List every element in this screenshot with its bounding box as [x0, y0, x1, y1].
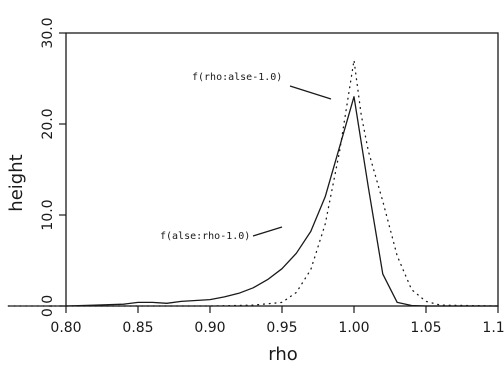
x-tick-label: 1.10 — [482, 320, 504, 336]
series-1-line — [7, 96, 499, 307]
ticks-layer: 0.80 0.85 0.90 0.95 1.00 1.05 1.10 0.0 10.0 20.0 3… — [40, 17, 504, 336]
x-tick-label: 0.90 — [194, 320, 225, 336]
y-tick-label: 20.0 — [40, 108, 56, 139]
series-layer — [7, 59, 499, 307]
annotation-alse-rho: f(alse:rho-1.0) — [160, 226, 283, 242]
y-tick-label: 30.0 — [40, 17, 56, 48]
annotation-rho-alse-label: f(rho:alse-1.0) — [192, 72, 282, 83]
x-tick-label: 0.95 — [266, 320, 297, 336]
annotation-rho-alse: f(rho:alse-1.0) — [192, 72, 332, 100]
y-axis-title: height — [6, 154, 27, 211]
annotation-alse-rho-leader — [252, 226, 283, 237]
series-2-line — [7, 59, 499, 307]
annotation-rho-alse-leader — [289, 85, 332, 100]
x-tick-label: 0.80 — [50, 320, 81, 336]
x-tick-label: 1.00 — [338, 320, 369, 336]
y-tick-label: 0.0 — [40, 295, 56, 317]
x-tick-label: 1.05 — [410, 320, 441, 336]
x-tick-label: 0.85 — [122, 320, 153, 336]
x-axis-title: rho — [268, 344, 298, 365]
y-tick-label: 10.0 — [40, 199, 56, 230]
annotation-alse-rho-label: f(alse:rho-1.0) — [160, 231, 250, 242]
